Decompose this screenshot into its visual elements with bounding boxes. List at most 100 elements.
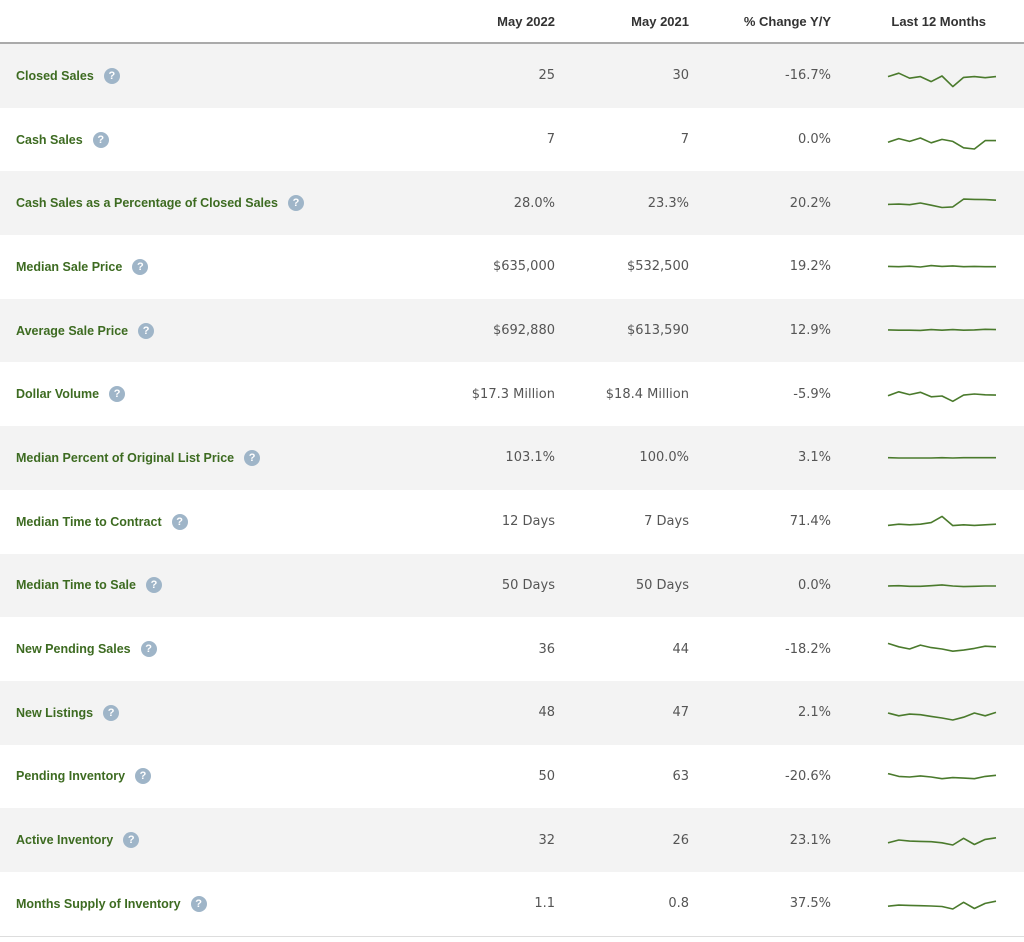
table-row: Median Sale Price? $635,000 $532,500 19.2%: [0, 235, 1024, 299]
value-percent-change: -20.6%: [785, 768, 831, 784]
trend-sparkline: [887, 457, 996, 459]
metric-name: Average Sale Price: [16, 323, 129, 338]
header-last-12-months: Last 12 Months: [891, 14, 986, 29]
help-icon[interactable]: ?: [135, 768, 152, 785]
row-label: Average Sale Price?: [16, 299, 155, 363]
help-icon[interactable]: ?: [140, 641, 157, 658]
value-may-2022: 12 Days: [501, 514, 555, 530]
table-header: May 2022 May 2021 % Change Y/Y Last 12 M…: [0, 0, 1024, 44]
table-row: New Pending Sales? 36 44 -18.2%: [0, 617, 1024, 681]
help-icon[interactable]: ?: [92, 131, 109, 148]
value-may-2021: 7 Days: [644, 514, 689, 530]
trend-line: [887, 328, 997, 331]
value-percent-change: 2.1%: [797, 705, 831, 721]
value-may-2021: $18.4 Million: [605, 386, 689, 402]
row-label: Median Time to Contract?: [16, 490, 188, 554]
table-body: Closed Sales? 25 30 -16.7% Cash Sales? 7 7 0.0%…: [0, 44, 1024, 937]
value-may-2022: 1.1: [534, 896, 555, 912]
value-may-2022: 50 Days: [501, 577, 555, 593]
row-label: New Pending Sales?: [16, 617, 157, 681]
help-icon[interactable]: ?: [190, 895, 207, 912]
help-icon[interactable]: ?: [171, 513, 188, 530]
value-percent-change: 23.1%: [789, 832, 831, 848]
header-may-2021[interactable]: May 2021: [631, 14, 689, 29]
row-label: Closed Sales?: [16, 44, 120, 108]
trend-sparkline: [887, 583, 996, 587]
metric-name: New Pending Sales: [16, 642, 131, 657]
row-label: Pending Inventory?: [16, 745, 152, 809]
value-may-2022: 25: [538, 68, 555, 84]
header-may-2022[interactable]: May 2022: [497, 14, 555, 29]
value-percent-change: 37.5%: [789, 896, 831, 912]
row-label: Active Inventory?: [16, 808, 140, 872]
trend-sparkline: [887, 328, 997, 331]
help-icon[interactable]: ?: [103, 704, 120, 721]
metric-name: Dollar Volume: [16, 387, 100, 402]
header-percent-change[interactable]: % Change Y/Y: [743, 14, 831, 29]
trend-line: [887, 900, 997, 910]
value-may-2021: 30: [672, 68, 689, 84]
help-icon[interactable]: ?: [109, 386, 126, 403]
trend-line: [887, 583, 996, 587]
value-may-2021: 44: [672, 641, 689, 657]
help-icon[interactable]: ?: [138, 322, 155, 339]
trend-sparkline: [887, 198, 997, 209]
trend-sparkline: [887, 391, 997, 403]
metric-name: Pending Inventory: [16, 769, 126, 784]
value-may-2022: $692,880: [492, 323, 555, 339]
row-label: Dollar Volume?: [16, 362, 126, 426]
help-icon[interactable]: ?: [103, 67, 120, 84]
value-may-2022: $635,000: [492, 259, 555, 275]
metric-name: Median Percent of Original List Price: [16, 450, 235, 465]
value-may-2021: 100.0%: [639, 450, 689, 466]
value-percent-change: 12.9%: [789, 323, 831, 339]
trend-sparkline: [887, 136, 996, 150]
table-row: Median Time to Sale? 50 Days 50 Days 0.0%: [0, 553, 1024, 618]
help-icon[interactable]: ?: [123, 832, 140, 849]
row-label: Cash Sales?: [16, 108, 109, 172]
value-may-2022: $17.3 Million: [471, 386, 555, 402]
trend-line: [887, 837, 997, 847]
table-row: Active Inventory? 32 26 23.1%: [0, 808, 1024, 872]
value-may-2021: 50 Days: [635, 577, 689, 593]
trend-line: [887, 264, 996, 268]
help-icon[interactable]: ?: [145, 577, 162, 594]
help-icon[interactable]: ?: [132, 258, 149, 275]
table-row: New Listings? 48 47 2.1%: [0, 680, 1024, 745]
table-row: Average Sale Price? $692,880 $613,590 12.9%: [0, 298, 1024, 363]
value-percent-change: -18.2%: [785, 641, 831, 657]
value-percent-change: -5.9%: [793, 386, 831, 402]
value-may-2022: 28.0%: [513, 195, 555, 211]
metric-name: Closed Sales: [16, 68, 94, 83]
trend-sparkline: [887, 772, 997, 780]
table-row: Dollar Volume? $17.3 Million $18.4 Million…: [0, 362, 1024, 426]
help-icon[interactable]: ?: [244, 449, 261, 466]
value-may-2021: 23.3%: [647, 195, 689, 211]
value-percent-change: -16.7%: [785, 68, 831, 84]
value-may-2021: $613,590: [626, 323, 689, 339]
metric-name: Cash Sales as a Percentage of Closed Sal…: [16, 196, 278, 211]
trend-line: [887, 642, 997, 653]
table-row: Median Time to Contract? 12 Days 7 Days 71.…: [0, 490, 1024, 554]
trend-line: [887, 711, 997, 721]
metric-name: Cash Sales: [16, 132, 83, 147]
value-percent-change: 0.0%: [797, 577, 831, 593]
trend-sparkline: [887, 837, 997, 847]
metric-name: New Listings: [16, 705, 94, 720]
trend-sparkline: [887, 900, 997, 910]
table-row: Pending Inventory? 50 63 -20.6%: [0, 745, 1024, 809]
trend-line: [887, 515, 997, 527]
metric-name: Months Supply of Inventory: [16, 896, 181, 911]
value-may-2021: 47: [672, 705, 689, 721]
row-label: Median Percent of Original List Price?: [16, 426, 261, 490]
value-percent-change: 20.2%: [789, 195, 831, 211]
help-icon[interactable]: ?: [287, 195, 304, 212]
table-row: Cash Sales? 7 7 0.0%: [0, 108, 1024, 172]
value-may-2022: 32: [538, 832, 555, 848]
value-may-2021: 7: [680, 132, 689, 148]
value-percent-change: 3.1%: [797, 450, 831, 466]
value-percent-change: 0.0%: [797, 132, 831, 148]
metric-name: Median Time to Sale: [16, 578, 136, 593]
row-label: Cash Sales as a Percentage of Closed Sal…: [16, 171, 304, 235]
